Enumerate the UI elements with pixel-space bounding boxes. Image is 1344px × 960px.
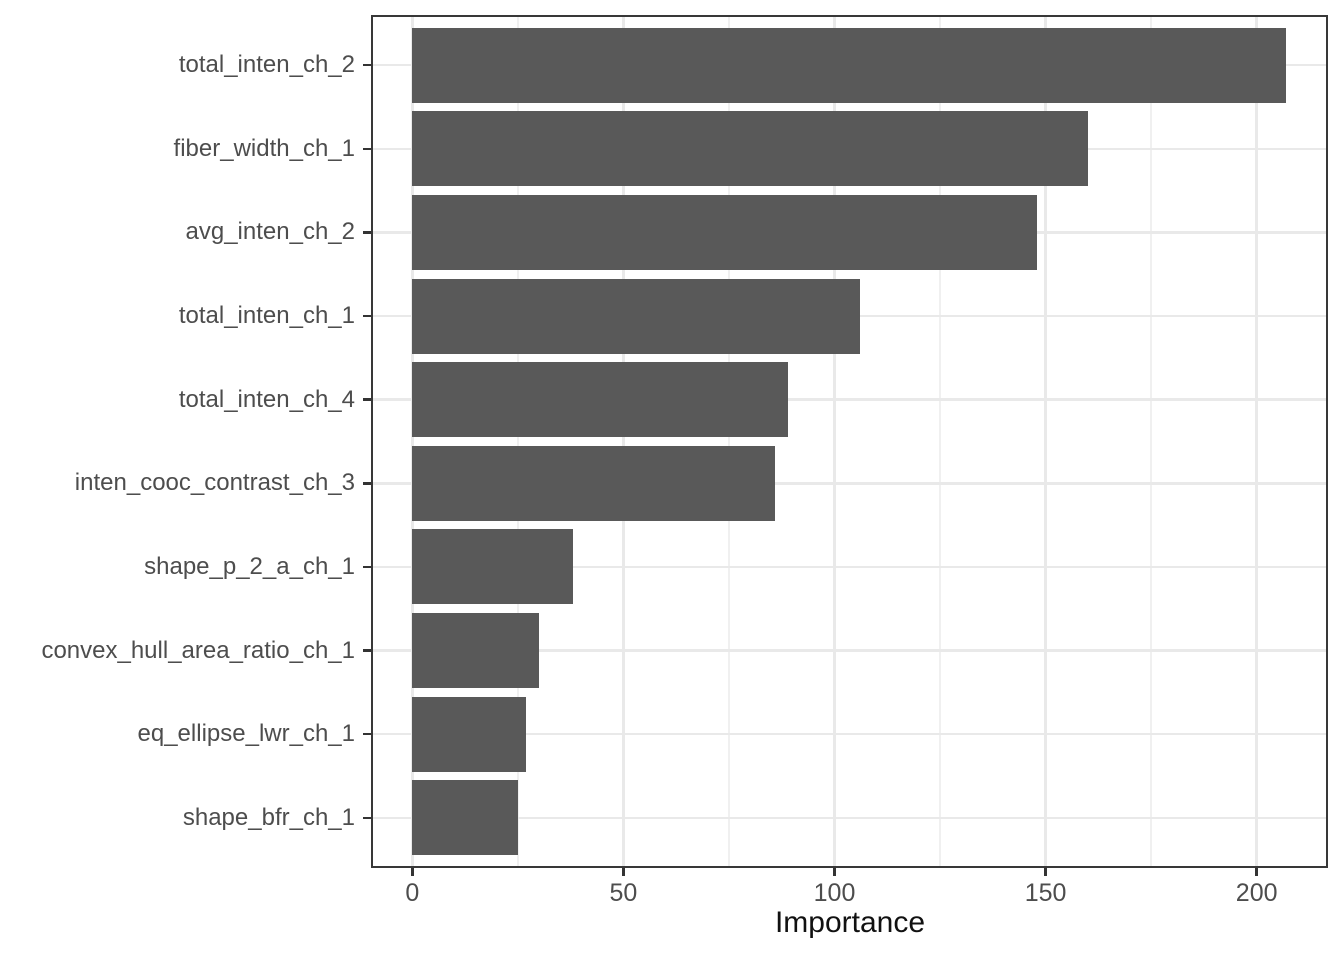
y-axis-label: convex_hull_area_ratio_ch_1 [41, 636, 355, 664]
y-axis-tick [363, 63, 371, 67]
x-minor-gridline [939, 15, 941, 868]
y-axis-tick [363, 732, 371, 736]
y-major-gridline [371, 482, 1328, 485]
y-axis-label: eq_ellipse_lwr_ch_1 [137, 720, 355, 748]
importance-bar [412, 780, 518, 856]
x-minor-gridline [517, 15, 519, 868]
x-axis-tick-label: 0 [405, 879, 420, 907]
y-axis-label: total_inten_ch_1 [178, 302, 355, 330]
y-axis-label: inten_cooc_contrast_ch_3 [74, 469, 355, 497]
y-axis-label: total_inten_ch_4 [178, 385, 355, 413]
y-axis-label: total_inten_ch_2 [178, 51, 355, 79]
x-axis-title: Importance [774, 906, 926, 939]
x-axis-tick-label: 150 [1024, 879, 1067, 907]
importance-bar [412, 529, 573, 605]
importance-bar [412, 27, 1287, 103]
x-major-gridline [622, 15, 625, 868]
plot-panel [371, 15, 1328, 868]
y-axis-label: shape_p_2_a_ch_1 [144, 552, 355, 580]
importance-bar [412, 696, 527, 772]
x-axis-tick [833, 868, 836, 876]
y-axis-tick [363, 398, 371, 401]
y-major-gridline [371, 398, 1328, 401]
y-axis-tick [363, 565, 371, 569]
importance-bar [412, 362, 789, 438]
importance-bar [412, 278, 860, 354]
y-axis-tick [363, 231, 371, 234]
x-axis-tick-label: 200 [1235, 879, 1278, 907]
importance-bar [412, 194, 1038, 270]
x-major-gridline [411, 15, 414, 868]
y-axis-tick [363, 649, 371, 652]
y-axis-label: fiber_width_ch_1 [173, 134, 355, 162]
y-axis-tick [363, 314, 371, 318]
y-major-gridline [371, 732, 1328, 736]
x-axis-tick [622, 868, 625, 876]
x-axis-tick [1255, 868, 1258, 876]
y-axis-tick [363, 147, 371, 151]
x-minor-gridline [1150, 15, 1152, 868]
x-axis-tick-label: 100 [813, 879, 856, 907]
y-major-gridline [371, 816, 1328, 820]
x-axis-tick [411, 868, 414, 876]
y-axis-label: shape_bfr_ch_1 [182, 803, 355, 831]
y-axis-tick [363, 816, 371, 820]
x-major-gridline [1044, 15, 1047, 868]
importance-bar [412, 445, 776, 521]
x-axis-tick-label: 50 [609, 879, 638, 907]
y-axis-tick [363, 482, 371, 485]
importance-bar [412, 111, 1088, 187]
importance-bar [412, 613, 539, 689]
y-major-gridline [371, 565, 1328, 569]
x-major-gridline [833, 15, 836, 868]
y-axis-label: avg_inten_ch_2 [185, 218, 355, 246]
x-minor-gridline [728, 15, 730, 868]
x-major-gridline [1255, 15, 1258, 868]
x-axis-tick [1044, 868, 1047, 876]
y-major-gridline [371, 649, 1328, 652]
